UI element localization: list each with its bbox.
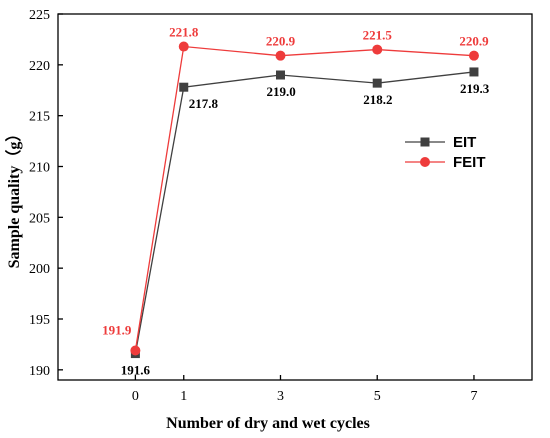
data-label-eit-4: 219.3 (460, 81, 490, 96)
y-tick-label-6: 220 (29, 59, 50, 74)
x-axis-ticks: 0 1 3 5 7 (132, 375, 477, 404)
data-label-eit-2: 219.0 (266, 84, 295, 99)
y-tick-label-4: 210 (29, 161, 50, 176)
point-feit-0 (130, 345, 141, 356)
legend-label-feit: FEIT (453, 154, 486, 171)
y-tick-label-0: 190 (29, 364, 50, 379)
data-label-feit-0: 191.9 (102, 323, 132, 338)
point-feit-1 (178, 41, 189, 52)
legend-label-eit: EIT (453, 134, 476, 151)
x-tick-label-0: 0 (132, 389, 139, 404)
y-tick-label-2: 200 (29, 262, 50, 277)
data-label-feit-1: 221.8 (169, 25, 199, 40)
point-feit-2 (275, 50, 286, 61)
data-label-eit-3: 218.2 (363, 92, 392, 107)
x-tick-label-2: 3 (277, 389, 284, 404)
series-line-feit (134, 45, 475, 351)
point-eit-3 (372, 78, 382, 88)
y-tick-label-3: 205 (29, 211, 50, 226)
data-label-feit-3: 221.5 (363, 28, 393, 43)
x-tick-label-4: 7 (470, 389, 477, 404)
data-labels: 191.6 217.8 219.0 218.2 219.3 191.9 221.8 220.9… (102, 25, 490, 378)
series-line-eit (134, 71, 475, 354)
x-axis-title: Number of dry and wet cycles (166, 415, 370, 432)
point-eit-4 (469, 67, 479, 77)
legend-marker-eit (420, 137, 430, 147)
data-label-eit-1: 217.8 (189, 96, 219, 111)
legend-marker-feit (420, 157, 430, 167)
point-eit-1 (179, 82, 189, 92)
legend: EIT FEIT (405, 134, 486, 171)
point-feit-3 (372, 44, 383, 55)
data-label-eit-0: 191.6 (121, 363, 151, 378)
y-tick-label-7: 225 (29, 8, 50, 23)
point-eit-2 (275, 70, 285, 80)
y-axis-ticks: 190 195 200 205 210 215 220 225 (29, 8, 63, 379)
x-tick-label-1: 1 (180, 389, 187, 404)
plot-frame (57, 13, 533, 381)
data-label-feit-2: 220.9 (266, 34, 296, 49)
x-tick-label-3: 5 (374, 389, 381, 404)
data-label-feit-4: 220.9 (459, 34, 489, 49)
point-feit-4 (468, 50, 479, 61)
y-axis-title: Sample quality（g） (5, 126, 23, 269)
series-layer (130, 41, 479, 359)
y-tick-label-1: 195 (29, 313, 50, 328)
y-tick-label-5: 215 (29, 110, 50, 125)
